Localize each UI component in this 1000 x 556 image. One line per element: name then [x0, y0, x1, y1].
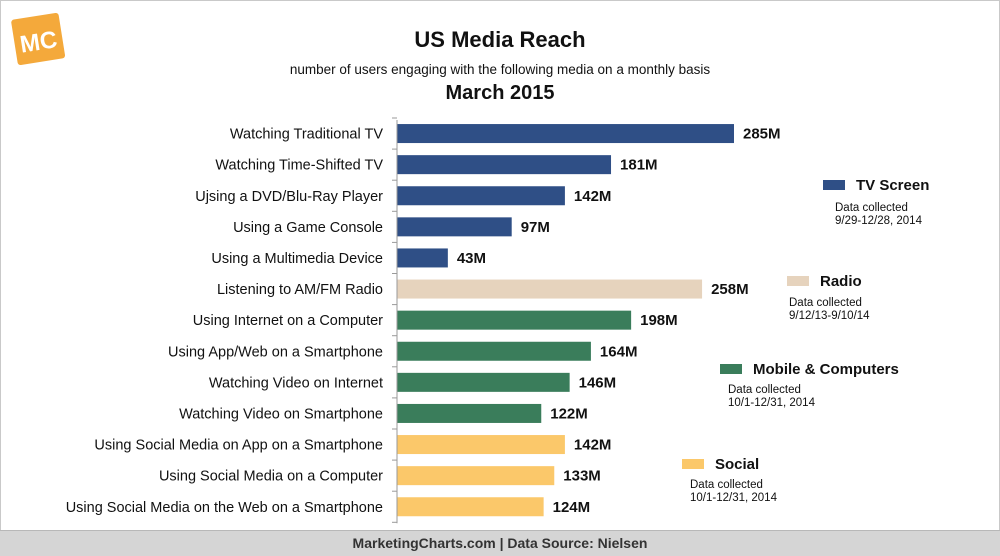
chart-title: US Media Reach [414, 27, 586, 52]
value-label: 43M [457, 250, 486, 267]
footer-source: MarketingCharts.com | Data Source: Niels… [0, 530, 1000, 556]
category-label: Using Social Media on the Web on a Smart… [66, 500, 383, 516]
value-label: 124M [553, 499, 591, 516]
legend-label-social: Social [715, 456, 759, 473]
value-label: 97M [521, 219, 550, 236]
category-label: Ujsing a DVD/Blu-Ray Player [195, 189, 383, 205]
bar [397, 435, 565, 455]
legend-note-dates-mobile: 10/1-12/31, 2014 [728, 397, 816, 409]
bar [397, 217, 512, 237]
category-label: Using a Game Console [233, 220, 383, 236]
bar [397, 186, 565, 206]
legend-swatch-mobile [720, 364, 742, 374]
chart-subtitle: number of users engaging with the follow… [289, 62, 711, 77]
legend-swatch-radio [787, 276, 809, 286]
legend-label-mobile: Mobile & Computers [753, 361, 899, 378]
value-label: 142M [574, 437, 612, 454]
bar [397, 497, 544, 517]
value-label: 198M [640, 312, 678, 329]
category-label: Using Internet on a Computer [193, 313, 383, 329]
value-label: 181M [620, 157, 658, 174]
legend-note-social: Data collected [690, 479, 763, 491]
legend-note-radio: Data collected [789, 297, 862, 309]
bar [397, 124, 734, 144]
bar [397, 466, 555, 486]
logo-badge [11, 12, 66, 66]
value-label: 146M [579, 374, 617, 391]
legend-label-radio: Radio [820, 273, 862, 290]
legend-note-mobile: Data collected [728, 384, 801, 396]
value-label: 285M [743, 126, 781, 143]
category-label: Using App/Web on a Smartphone [168, 344, 383, 360]
bar [397, 155, 612, 175]
value-label: 122M [550, 405, 588, 422]
category-label: Watching Video on Smartphone [179, 406, 383, 422]
bar [397, 403, 542, 423]
category-label: Using a Multimedia Device [211, 251, 383, 267]
category-label: Watching Traditional TV [230, 127, 383, 143]
marketingcharts-logo: MC [11, 12, 66, 66]
chart-period: March 2015 [445, 82, 555, 104]
legend-note-dates-social: 10/1-12/31, 2014 [690, 492, 778, 504]
value-label: 164M [600, 343, 638, 360]
value-label: 142M [574, 188, 612, 205]
category-label: Using Social Media on App on a Smartphon… [94, 438, 383, 454]
bar [397, 279, 703, 299]
bar [397, 341, 591, 361]
legend-note-dates-tv: 9/29-12/28, 2014 [835, 215, 923, 227]
bar [397, 372, 570, 392]
category-label: Listening to AM/FM Radio [217, 282, 383, 298]
category-label: Watching Time-Shifted TV [215, 158, 383, 174]
logo-text: MC [18, 26, 59, 59]
legend-note-tv: Data collected [835, 202, 908, 214]
legend-swatch-tv [823, 180, 845, 190]
value-label: 258M [711, 281, 749, 298]
bar [397, 248, 448, 268]
category-label: Watching Video on Internet [209, 375, 383, 391]
value-label: 133M [563, 468, 601, 485]
legend-swatch-social [682, 459, 704, 469]
legend-note-dates-radio: 9/12/13-9/10/14 [789, 310, 870, 322]
category-label: Using Social Media on a Computer [159, 469, 383, 485]
legend-label-tv: TV Screen [856, 177, 929, 194]
bar [397, 310, 632, 330]
